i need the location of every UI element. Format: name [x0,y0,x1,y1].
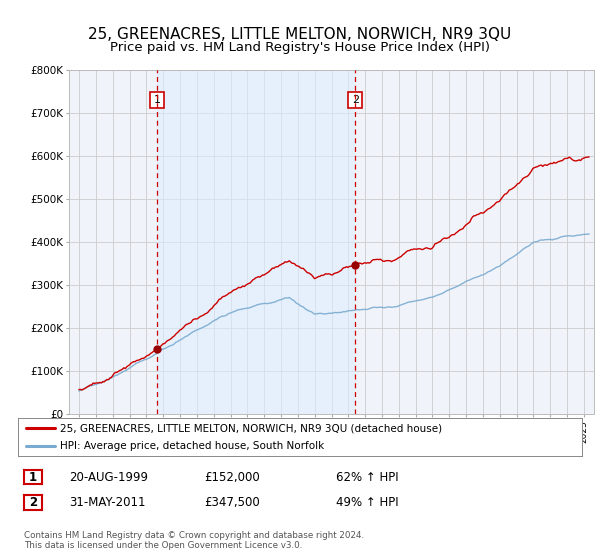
Text: £347,500: £347,500 [204,496,260,509]
Text: 1: 1 [154,95,161,105]
Text: 20-AUG-1999: 20-AUG-1999 [69,470,148,484]
Text: Contains HM Land Registry data © Crown copyright and database right 2024.
This d: Contains HM Land Registry data © Crown c… [24,531,364,550]
Bar [157,70,355,414]
Text: 49% ↑ HPI: 49% ↑ HPI [336,496,398,509]
Text: 1: 1 [29,470,37,484]
Text: 25, GREENACRES, LITTLE MELTON, NORWICH, NR9 3QU (detached house): 25, GREENACRES, LITTLE MELTON, NORWICH, … [60,423,442,433]
Text: 2: 2 [29,496,37,509]
Text: 25, GREENACRES, LITTLE MELTON, NORWICH, NR9 3QU: 25, GREENACRES, LITTLE MELTON, NORWICH, … [88,27,512,42]
Text: 31-MAY-2011: 31-MAY-2011 [69,496,146,509]
Text: £152,000: £152,000 [204,470,260,484]
Text: HPI: Average price, detached house, South Norfolk: HPI: Average price, detached house, Sout… [60,441,325,451]
Text: Price paid vs. HM Land Registry's House Price Index (HPI): Price paid vs. HM Land Registry's House … [110,40,490,54]
Text: 2: 2 [352,95,359,105]
Text: 62% ↑ HPI: 62% ↑ HPI [336,470,398,484]
